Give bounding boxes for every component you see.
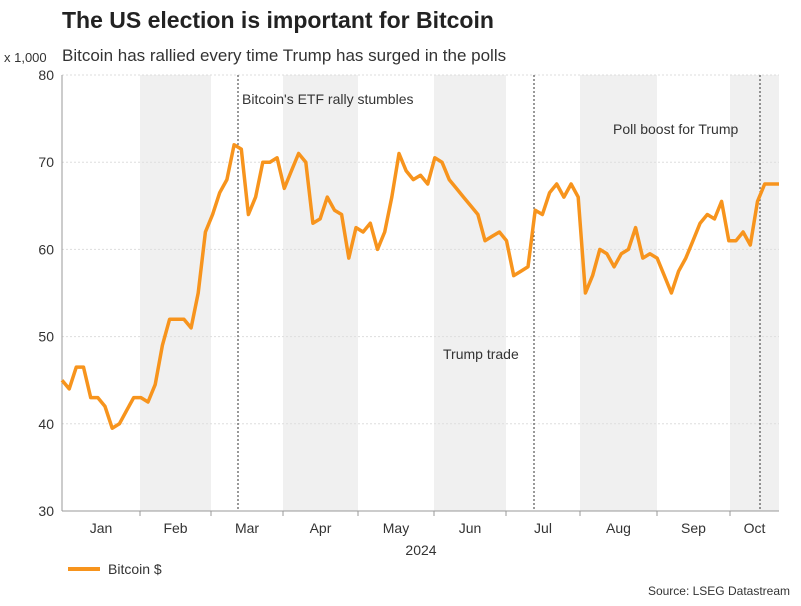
month-band [580,75,657,511]
x-tick-label: May [383,520,409,536]
annotation: Bitcoin's ETF rally stumbles [242,91,414,107]
x-tick-label: Jul [534,520,552,536]
x-tick-label: Mar [235,520,259,536]
month-band [434,75,506,511]
x-tick-label: Jun [459,520,482,536]
x-tick-label: Jan [90,520,113,536]
annotation: Poll boost for Trump [613,121,738,137]
y-tick-label: 80 [38,67,54,83]
y-tick-label: 40 [38,416,54,432]
x-tick-label: Oct [744,520,766,536]
chart-title: The US election is important for Bitcoin [62,7,494,33]
x-tick-label: Aug [606,520,631,536]
y-tick-label: 30 [38,503,54,519]
x-tick-label: Feb [163,520,187,536]
annotation: Trump trade [443,346,519,362]
data-line [60,143,779,430]
x-axis-label: 2024 [405,542,436,558]
month-band [283,75,358,511]
x-tick-label: Sep [681,520,706,536]
month-band [730,75,779,511]
x-tick-label: Apr [310,520,332,536]
y-tick-label: 70 [38,154,54,170]
source: Source: LSEG Datastream [648,584,790,598]
month-band [140,75,211,511]
y-tick-label: 50 [38,329,54,345]
chart-subtitle: Bitcoin has rallied every time Trump has… [62,46,506,65]
y-unit: x 1,000 [4,50,47,65]
legend-label: Bitcoin $ [108,561,162,577]
y-tick-label: 60 [38,241,54,257]
